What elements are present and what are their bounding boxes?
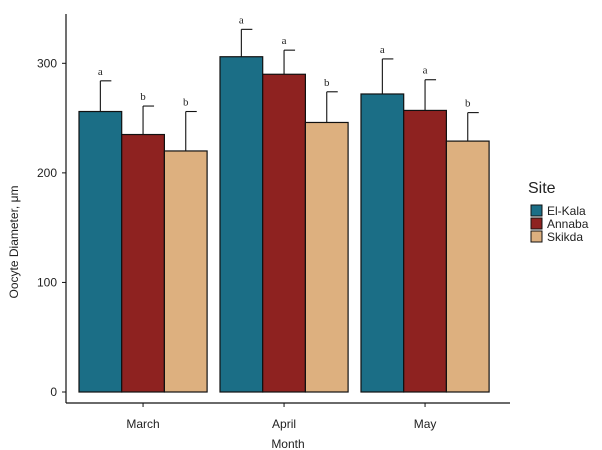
legend-label-skikda: Skikda — [547, 230, 583, 244]
y-tick-label: 200 — [37, 166, 57, 180]
bar-may-annaba — [403, 109, 448, 393]
x-tick-label-may: May — [414, 417, 437, 431]
bar-april-el-kala — [219, 56, 264, 393]
significance-label-may-el-kala: a — [380, 44, 385, 56]
legend-swatch-skikda — [530, 230, 543, 243]
legend-swatch-el-kala — [530, 204, 543, 217]
bar-may-skikda — [445, 140, 490, 393]
significance-label-march-annaba: b — [140, 91, 146, 103]
bars-layer — [78, 56, 490, 393]
error-bars-layer — [99, 28, 479, 151]
significance-label-may-annaba: a — [423, 65, 428, 77]
bar-april-annaba — [262, 73, 307, 393]
significance-labels-layer: a b b a a b a a b — [98, 14, 471, 109]
bar-may-el-kala — [360, 93, 405, 393]
legend-label-annaba: Annaba — [547, 217, 589, 231]
y-tick-label: 100 — [37, 275, 57, 289]
bar-march-annaba — [121, 133, 165, 393]
significance-label-march-skikda: b — [183, 97, 189, 109]
significance-label-may-skikda: b — [465, 98, 471, 110]
significance-label-april-el-kala: a — [239, 14, 244, 26]
bar-april-skikda — [304, 121, 349, 393]
x-ticks-layer: March April May — [126, 403, 436, 431]
x-tick-label-march: March — [126, 417, 159, 431]
x-axis-title: Month — [271, 437, 304, 450]
bar-march-skikda — [163, 150, 208, 393]
y-axis-title: Oocyte Diameter, μm — [7, 186, 21, 299]
x-tick-label-april: April — [272, 417, 296, 431]
y-ticks-layer: 0 100 200 300 — [37, 56, 66, 399]
significance-label-march-el-kala: a — [98, 66, 103, 78]
legend-label-el-kala: El-Kala — [547, 204, 586, 218]
significance-label-april-skikda: b — [324, 77, 330, 89]
bar-march-el-kala — [78, 110, 123, 393]
significance-label-april-annaba: a — [282, 35, 287, 47]
legend-swatch-annaba — [530, 217, 543, 230]
y-tick-label: 300 — [37, 56, 57, 70]
legend-title: Site — [528, 180, 556, 197]
y-tick-label: 0 — [50, 385, 57, 399]
